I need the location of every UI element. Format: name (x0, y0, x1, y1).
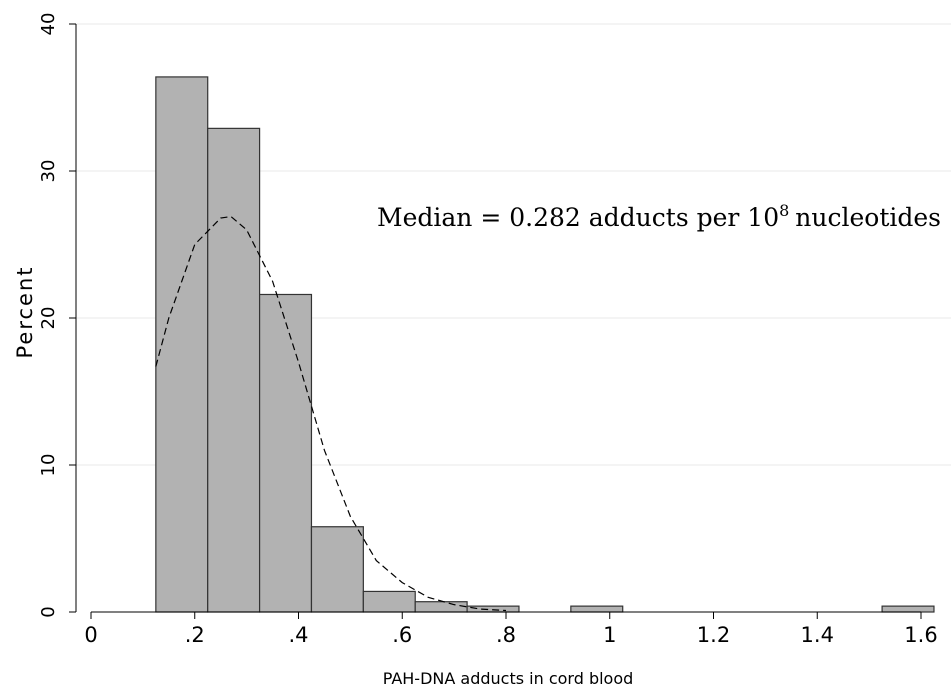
x-tick-label: 1 (603, 623, 616, 647)
annotation-text: Median = 0.282 adducts per 10 (377, 203, 779, 232)
annotation-suffix: nucleotides (795, 203, 941, 232)
bar (362, 590, 416, 613)
bar (570, 605, 624, 613)
bar (881, 605, 935, 613)
y-axis-label: Percent (13, 265, 37, 358)
x-axis-label: PAH-DNA adducts in cord blood (383, 669, 634, 688)
y-tick-label: 0 (38, 606, 59, 617)
y-tick-label: 30 (38, 160, 59, 183)
bar (310, 526, 364, 613)
bar (207, 127, 261, 613)
y-tick-label: 20 (38, 307, 59, 330)
x-tick-label: .6 (392, 623, 412, 647)
bar (466, 605, 520, 613)
x-tick-label: 0 (84, 623, 97, 647)
x-tick-label: .2 (185, 623, 205, 647)
density-curve (155, 215, 507, 612)
x-tick-label: 1.6 (904, 623, 937, 647)
x-tick-label: 1.2 (697, 623, 730, 647)
x-tick-label: 1.4 (801, 623, 834, 647)
bar (155, 76, 209, 613)
bar (414, 601, 468, 613)
y-tick-label: 40 (38, 13, 59, 36)
bar (258, 293, 313, 613)
x-tick-label: .8 (496, 623, 516, 647)
annotation: Median = 0.282 adducts per 108 nucleotide… (377, 201, 941, 232)
y-tick-label: 10 (38, 454, 59, 477)
annotation-superscript: 8 (779, 201, 789, 220)
x-tick-label: .4 (288, 623, 308, 647)
